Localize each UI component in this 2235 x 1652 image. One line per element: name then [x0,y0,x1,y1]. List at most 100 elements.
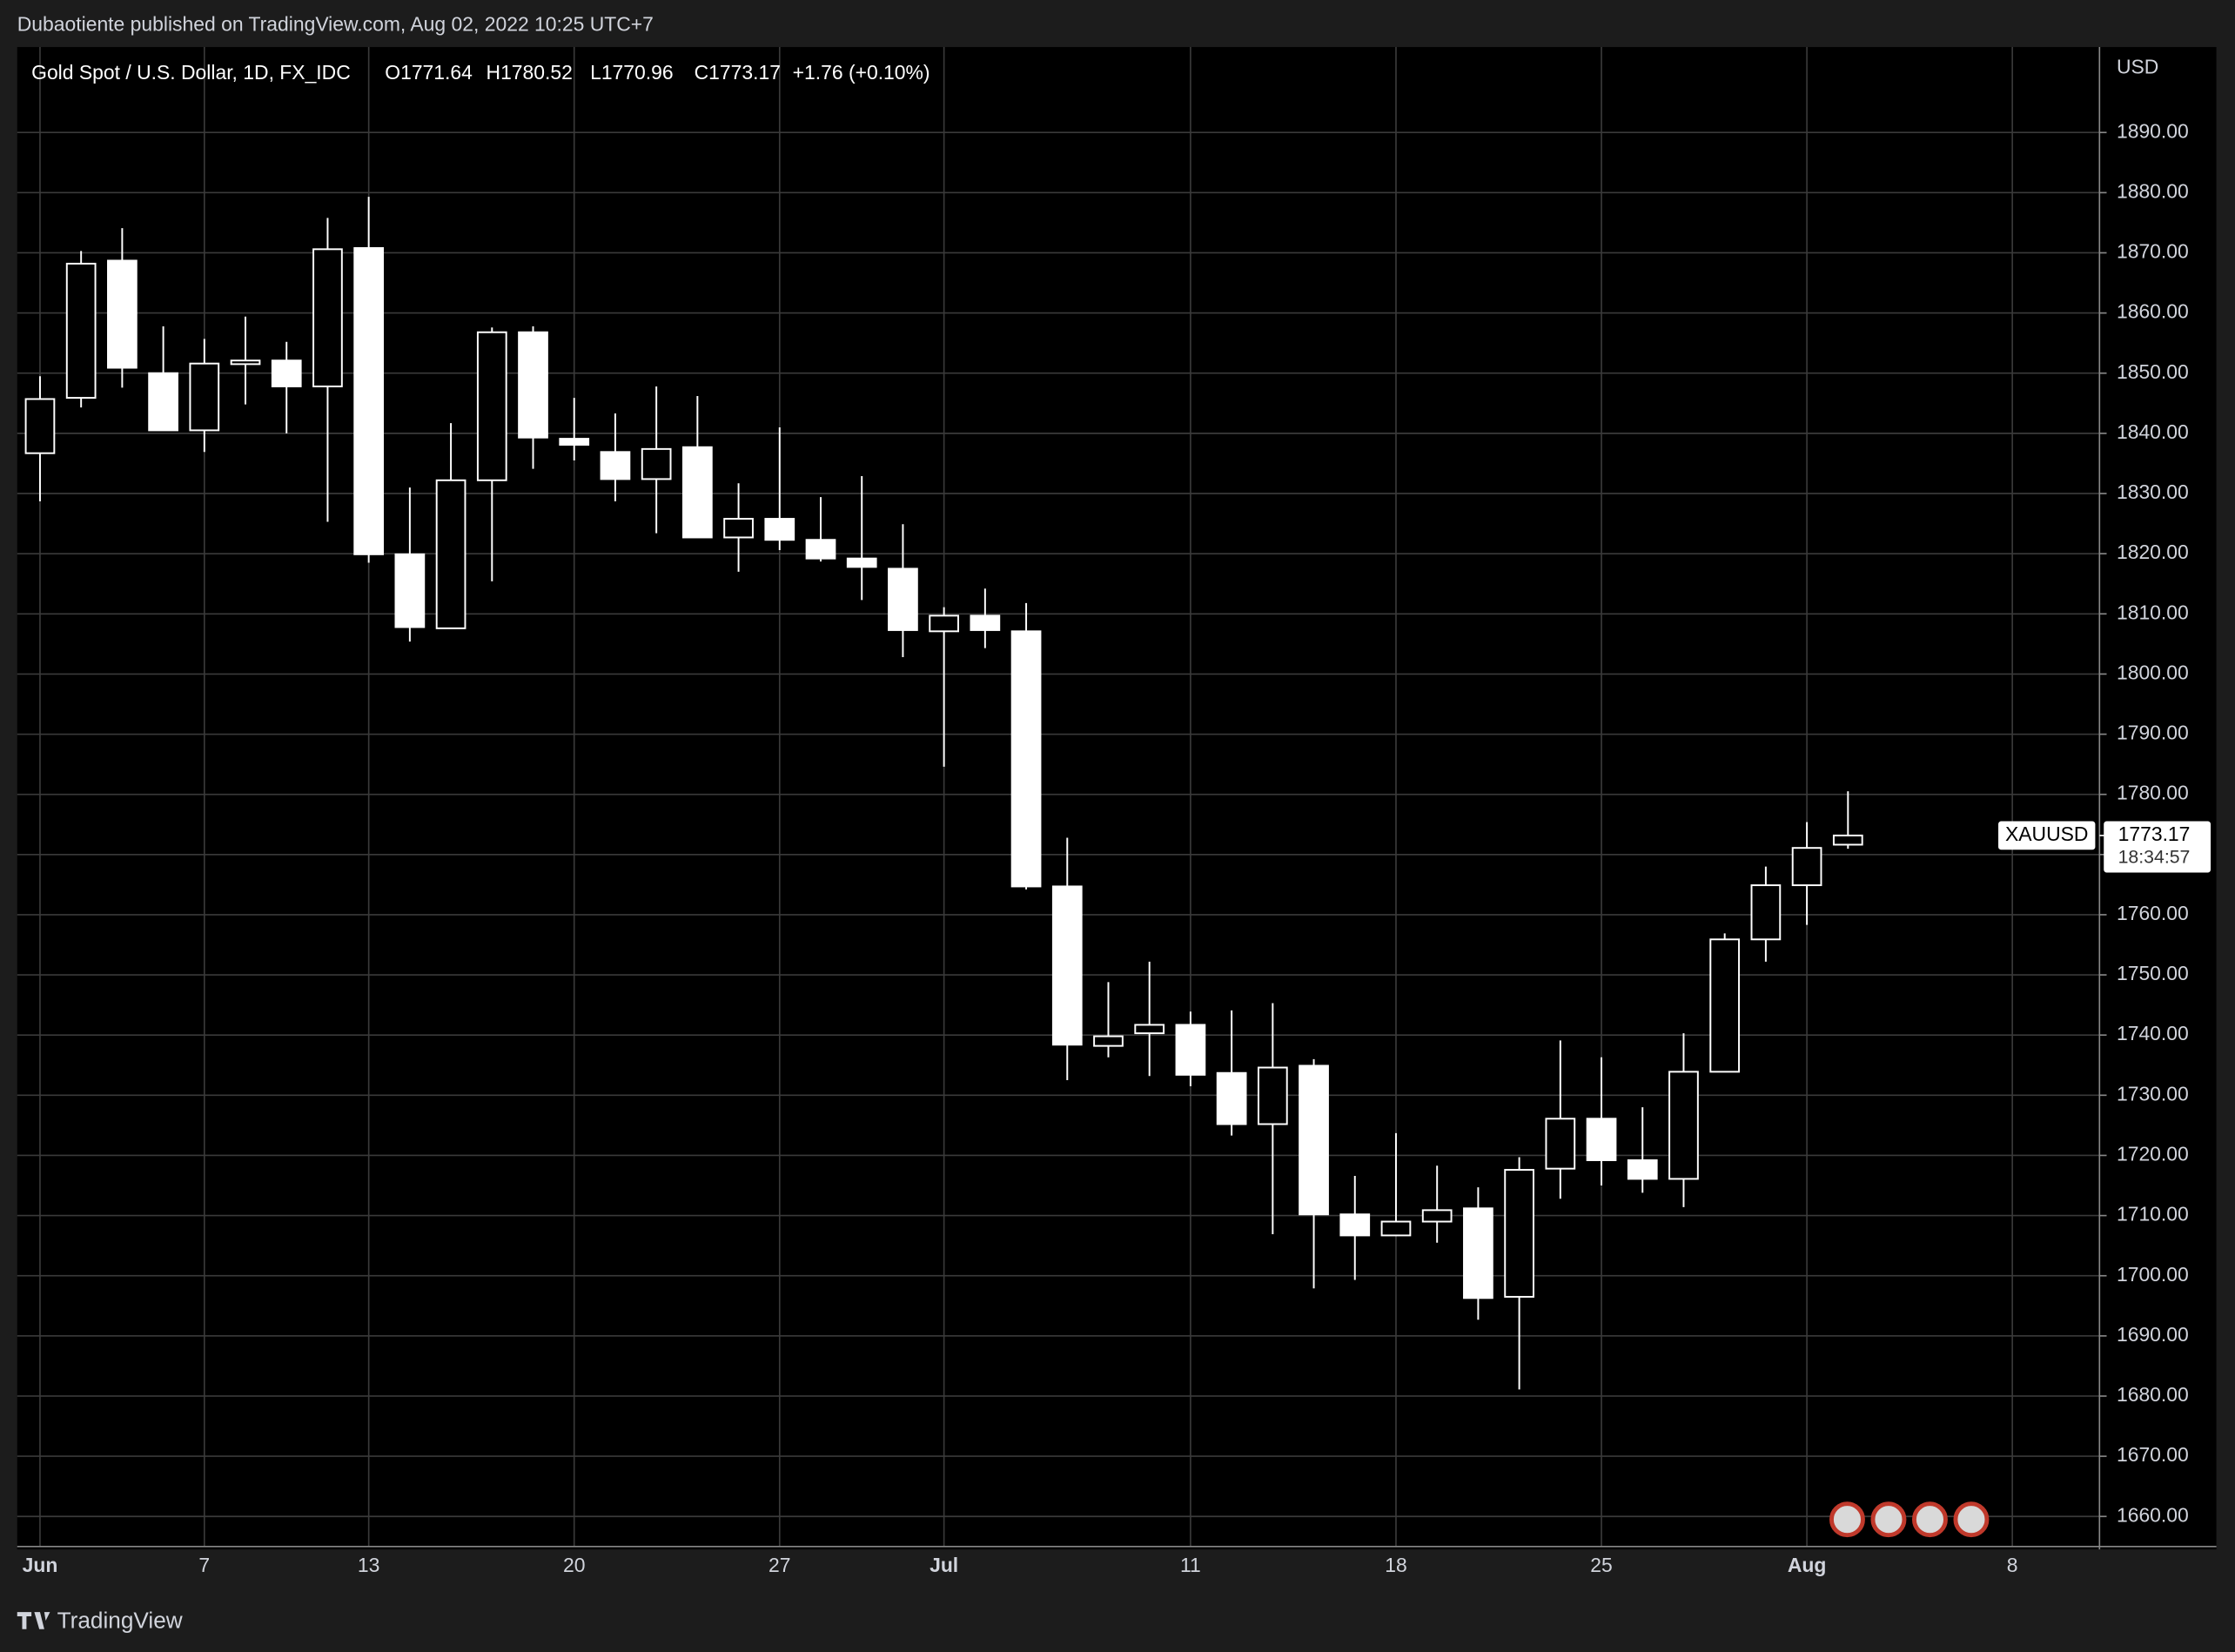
candle-body [1709,938,1741,1073]
candle-body [1627,1159,1658,1180]
candle-body [805,539,836,560]
candle-body [107,259,138,369]
y-tick-label: 1740.00 [2117,1022,2189,1044]
x-tick-label: Jul [930,1554,958,1576]
y-tick-label: 1660.00 [2117,1503,2189,1526]
brand-name: TradingView [57,1608,183,1634]
x-tick-label: 13 [358,1554,379,1576]
ohlc-label: C1773.17 [695,61,781,84]
y-tick-label: 1790.00 [2117,722,2189,744]
y-tick-label: 1760.00 [2117,902,2189,924]
chart-pane [17,47,2217,1550]
candle-body [1504,1169,1534,1298]
y-tick-label: 1830.00 [2117,480,2189,503]
y-tick-label: 1780.00 [2117,782,2189,804]
candle-body [1380,1220,1412,1237]
candle-body [394,553,426,628]
candle-body [1134,1024,1165,1035]
candle-body [1175,1024,1206,1076]
last-price-box [2104,821,2212,873]
candle-body [148,372,178,432]
candle-body [271,359,302,387]
candle-body [1668,1071,1699,1180]
candle-body [312,248,343,387]
candle-body [764,518,795,541]
candle-body [65,262,97,400]
candle-body [1545,1118,1576,1170]
y-axis-label: USD [2117,56,2158,78]
x-tick-label: Aug [1788,1554,1827,1576]
countdown: 18:34:57 [2118,847,2191,868]
y-tick-label: 1670.00 [2117,1443,2189,1466]
candle-body [888,567,918,631]
event-icon [1829,1501,1865,1538]
y-tick-label: 1700.00 [2117,1263,2189,1286]
candle-body [1586,1118,1617,1161]
candle-body [559,438,590,446]
plot [24,197,1863,1390]
candle-body [1010,630,1042,888]
brand-logo [17,1612,50,1629]
ohlc-label: O1771.64 [385,61,473,84]
y-tick-label: 1730.00 [2117,1082,2189,1105]
candle-body [230,359,261,366]
candle-body [1791,847,1822,887]
event-icon [1953,1501,1990,1538]
ohlc-label: H1780.52 [487,61,573,84]
y-tick-label: 1820.00 [2117,541,2189,563]
x-tick-label: 27 [768,1554,790,1576]
y-tick-label: 1710.00 [2117,1203,2189,1226]
candle-body [476,331,507,481]
candle-body [682,446,713,539]
y-tick-label: 1870.00 [2117,240,2189,263]
event-icon [1911,1501,1948,1538]
candle-body [1750,884,1782,941]
x-tick-label: 7 [198,1554,210,1576]
candle-body [600,451,631,480]
brand: TradingView [17,1608,183,1634]
candle-body [518,331,548,439]
candle-body [1832,834,1863,846]
candle-body [435,479,466,629]
publisher: Dubaotiente published on TradingView.com… [17,13,654,36]
candle-body [1463,1207,1493,1299]
x-tick-label: 20 [563,1554,585,1576]
y-tick-label: 1890.00 [2117,119,2189,142]
candle-body [1339,1213,1371,1237]
chart-title: Gold Spot / U.S. Dollar, 1D, FX_IDC [31,61,351,84]
y-tick-label: 1720.00 [2117,1143,2189,1165]
y-tick-label: 1860.00 [2117,300,2189,323]
y-tick-label: 1750.00 [2117,962,2189,984]
y-tick-label: 1850.00 [2117,360,2189,383]
candle-body [353,246,385,555]
y-tick-label: 1810.00 [2117,601,2189,623]
change-label: +1.76 (+0.10%) [793,61,930,84]
y-tick-label: 1880.00 [2117,179,2189,202]
y-tick-label: 1680.00 [2117,1383,2189,1406]
event-icons [1829,1501,1990,1538]
y-tick-label: 1690.00 [2117,1323,2189,1346]
candle-body [1051,885,1083,1046]
candle-body [1093,1035,1124,1047]
event-icon [1870,1501,1907,1538]
x-tick-label: 11 [1180,1554,1201,1576]
x-tick-label: 8 [2007,1554,2018,1576]
candle-body [24,398,56,454]
ohlc-label: L1770.96 [590,61,674,84]
candle-body [189,362,220,432]
candle-body [1421,1209,1453,1223]
x-tick-label: 18 [1385,1554,1406,1576]
y-tick-label: 1840.00 [2117,420,2189,443]
candle-body [641,447,672,480]
symbol-box [1998,821,2096,850]
candle-body [970,614,1001,631]
candle-body [1299,1064,1329,1216]
x-tick-label: Jun [23,1554,58,1576]
candle-body [723,518,754,539]
x-tick-label: 25 [1590,1554,1612,1576]
candle-body [1257,1066,1288,1125]
candle-body [846,557,877,568]
symbol-label: XAUUSD [2005,823,2088,845]
